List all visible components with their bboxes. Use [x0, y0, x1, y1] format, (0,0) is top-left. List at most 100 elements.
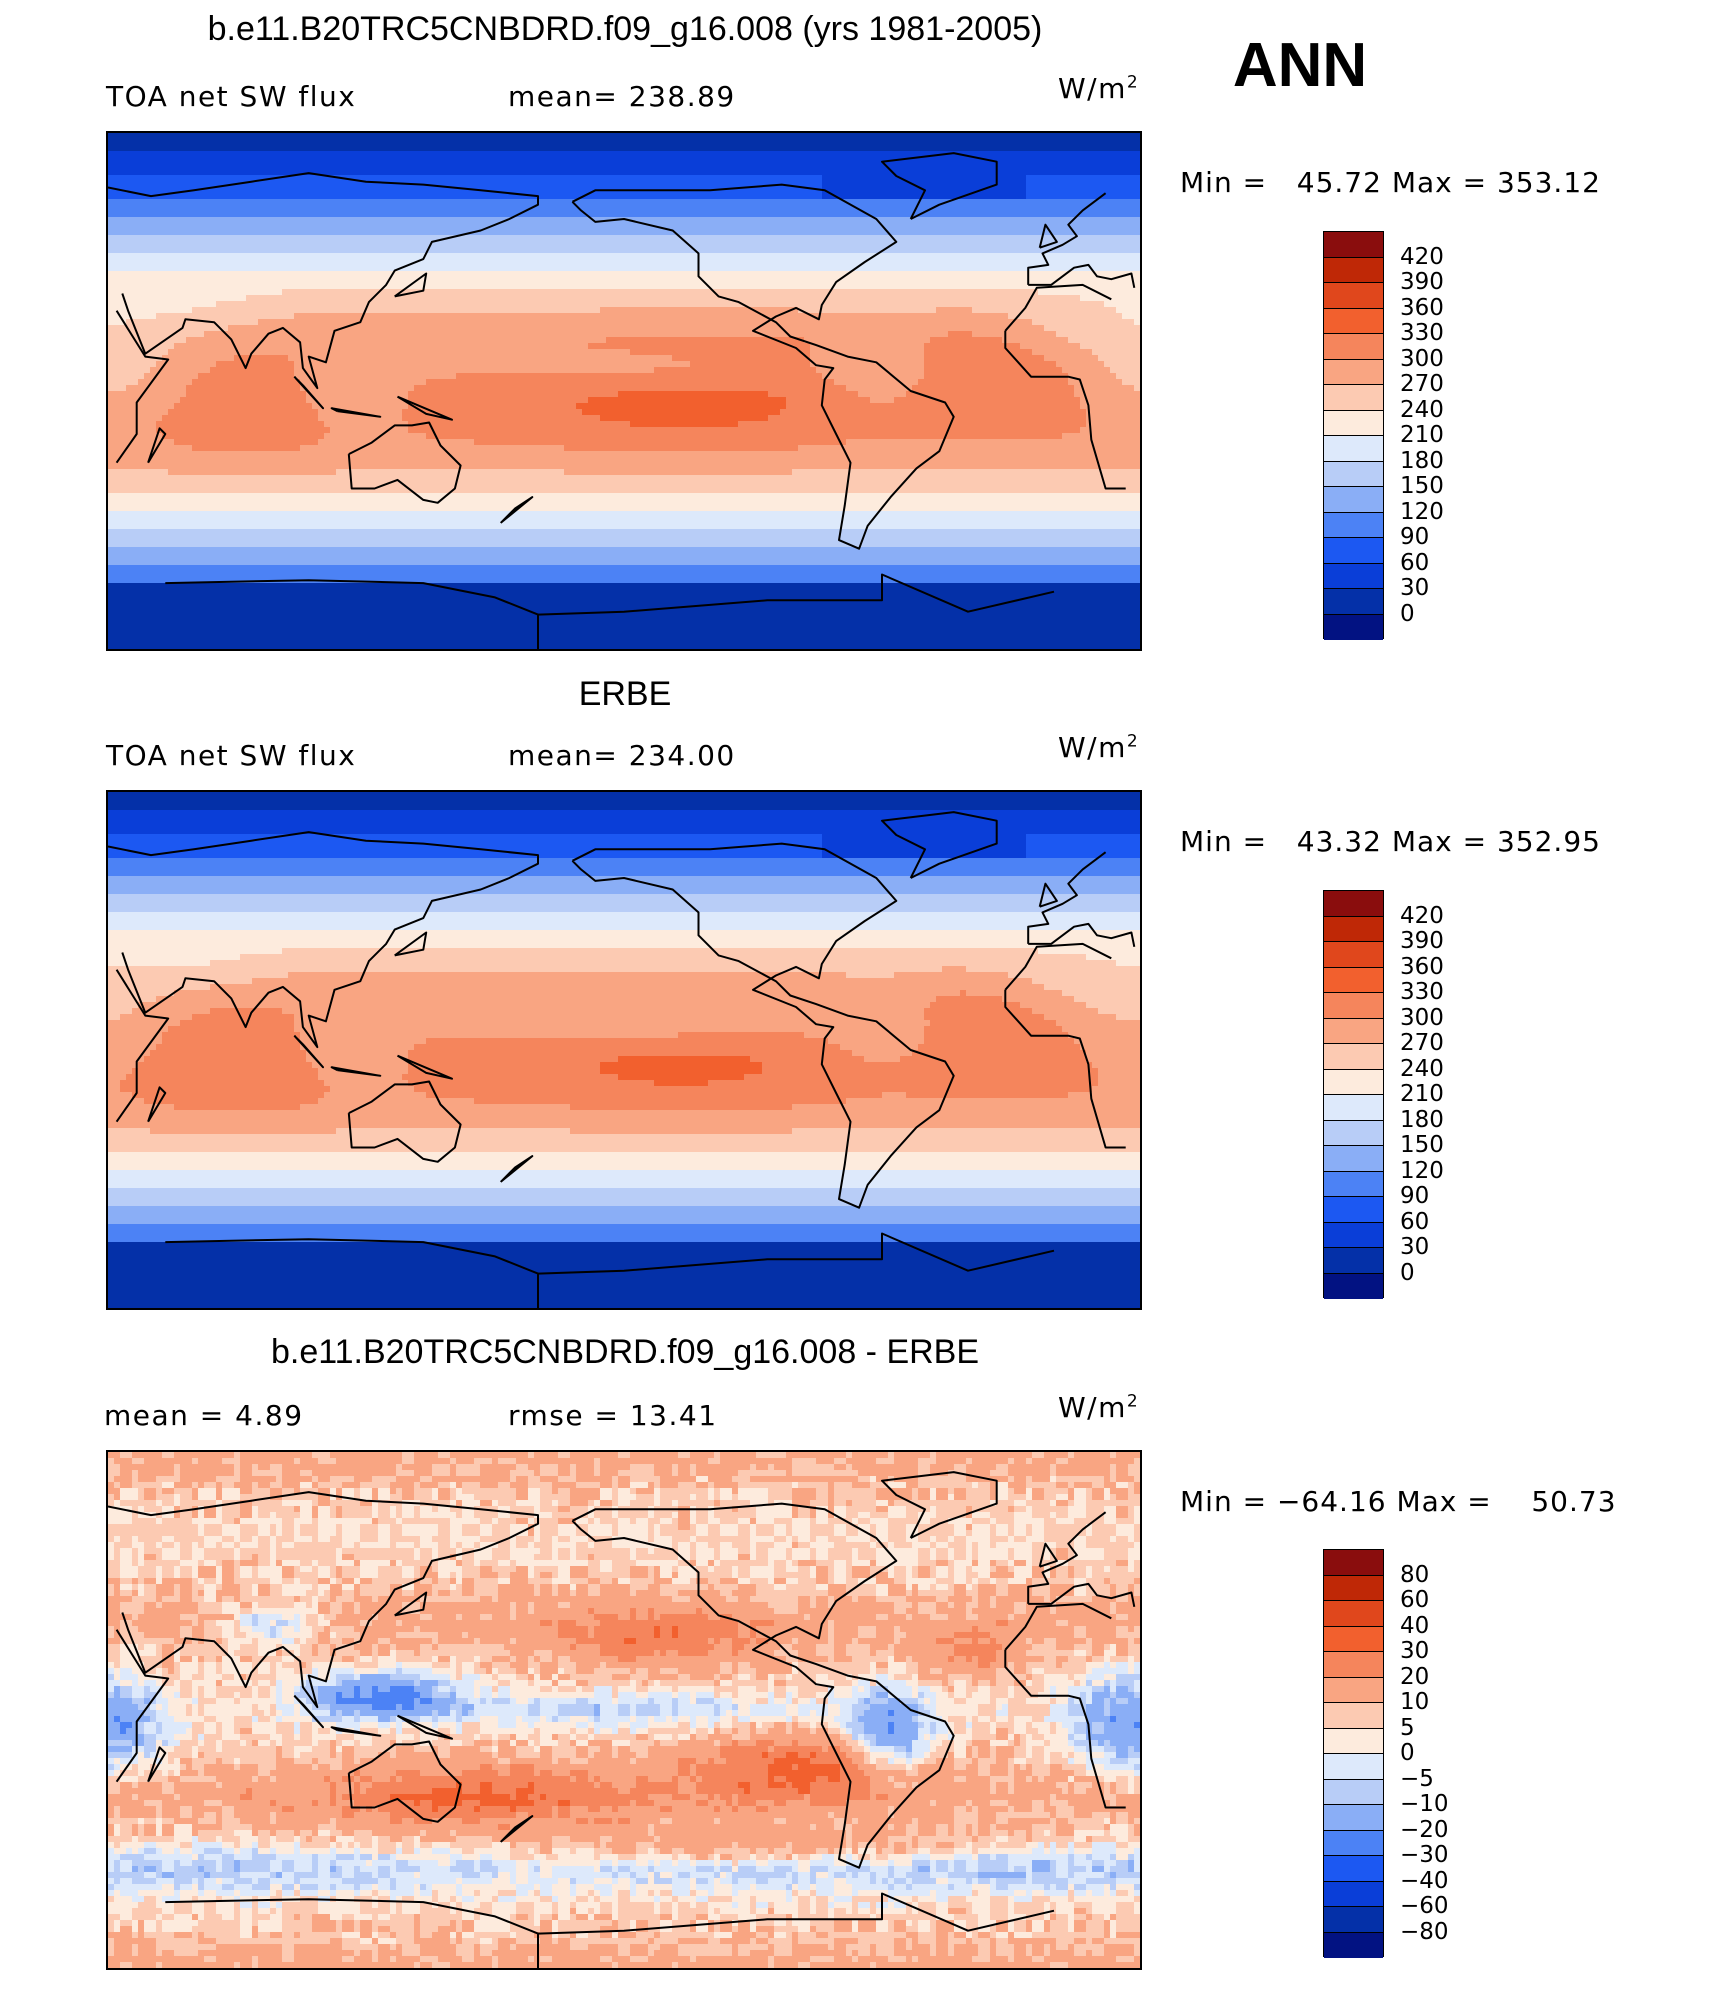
field-cell — [480, 169, 487, 176]
field-cell — [204, 151, 211, 158]
field-cell — [420, 205, 427, 212]
panel-1-title: b.e11.B20TRC5CNBDRD.f09_g16.008 (yrs 198… — [208, 10, 1043, 49]
field-cell — [732, 145, 739, 152]
field-cell — [906, 289, 913, 296]
field-cell — [978, 271, 985, 278]
field-cell — [516, 235, 523, 242]
field-cell — [366, 271, 373, 278]
field-cell — [450, 241, 457, 248]
field-cell — [264, 271, 271, 278]
field-cell — [402, 241, 409, 248]
field-cell — [198, 157, 205, 164]
field-cell — [474, 145, 481, 152]
field-cell — [672, 205, 679, 212]
field-cell — [216, 133, 223, 140]
field-cell — [1080, 163, 1087, 170]
field-cell — [660, 271, 667, 278]
field-cell — [714, 259, 721, 266]
field-cell — [1080, 133, 1087, 140]
field-cell — [270, 235, 277, 242]
field-cell — [708, 277, 715, 284]
field-cell — [594, 139, 601, 146]
field-cell — [138, 277, 145, 284]
field-cell — [318, 133, 325, 140]
field-cell — [984, 271, 991, 278]
field-cell — [792, 259, 799, 266]
field-cell — [366, 265, 373, 272]
field-cell — [330, 271, 337, 278]
field-cell — [492, 277, 499, 284]
field-cell — [798, 175, 805, 182]
field-cell — [1044, 187, 1051, 194]
field-cell — [174, 145, 181, 152]
field-cell — [438, 187, 445, 194]
field-cell — [1098, 301, 1105, 308]
field-cell — [852, 139, 859, 146]
field-cell — [264, 133, 271, 140]
field-cell — [606, 271, 613, 278]
field-cell — [462, 181, 469, 188]
field-cell — [834, 229, 841, 236]
field-cell — [504, 295, 511, 302]
field-cell — [396, 145, 403, 152]
field-cell — [744, 205, 751, 212]
field-cell — [360, 169, 367, 176]
field-cell — [1074, 205, 1081, 212]
field-cell — [780, 139, 787, 146]
field-cell — [816, 253, 823, 260]
field-cell — [684, 145, 691, 152]
field-cell — [300, 199, 307, 206]
field-cell — [126, 271, 133, 278]
field-cell — [840, 247, 847, 254]
field-cell — [966, 259, 973, 266]
field-cell — [126, 139, 133, 146]
field-cell — [108, 259, 115, 266]
field-cell — [1068, 211, 1075, 218]
field-cell — [306, 133, 313, 140]
field-cell — [498, 289, 505, 296]
field-cell — [720, 283, 727, 290]
field-cell — [204, 265, 211, 272]
field-cell — [966, 223, 973, 230]
field-cell — [612, 295, 619, 302]
field-cell — [1026, 223, 1033, 230]
field-cell — [156, 295, 163, 302]
field-cell — [504, 289, 511, 296]
field-cell — [240, 271, 247, 278]
field-cell — [852, 241, 859, 248]
field-cell — [732, 277, 739, 284]
field-cell — [906, 235, 913, 242]
field-cell — [756, 175, 763, 182]
field-cell — [384, 247, 391, 254]
field-cell — [1002, 277, 1009, 284]
field-cell — [180, 175, 187, 182]
field-cell — [1110, 217, 1117, 224]
field-cell — [786, 277, 793, 284]
field-cell — [288, 139, 295, 146]
field-cell — [762, 133, 769, 140]
field-cell — [504, 241, 511, 248]
field-cell — [786, 223, 793, 230]
field-cell — [978, 139, 985, 146]
field-cell — [126, 157, 133, 164]
field-cell — [702, 133, 709, 140]
field-cell — [120, 283, 127, 290]
field-cell — [816, 133, 823, 140]
field-cell — [384, 253, 391, 260]
field-cell — [414, 211, 421, 218]
field-cell — [954, 253, 961, 260]
field-cell — [1032, 205, 1039, 212]
field-cell — [342, 253, 349, 260]
field-cell — [228, 145, 235, 152]
field-cell — [534, 229, 541, 236]
field-cell — [1014, 169, 1021, 176]
field-cell — [972, 145, 979, 152]
field-cell — [378, 151, 385, 158]
field-cell — [810, 199, 817, 206]
field-cell — [390, 133, 397, 140]
field-cell — [834, 235, 841, 242]
field-cell — [654, 133, 661, 140]
field-cell — [966, 145, 973, 152]
field-cell — [972, 133, 979, 140]
field-cell — [486, 277, 493, 284]
